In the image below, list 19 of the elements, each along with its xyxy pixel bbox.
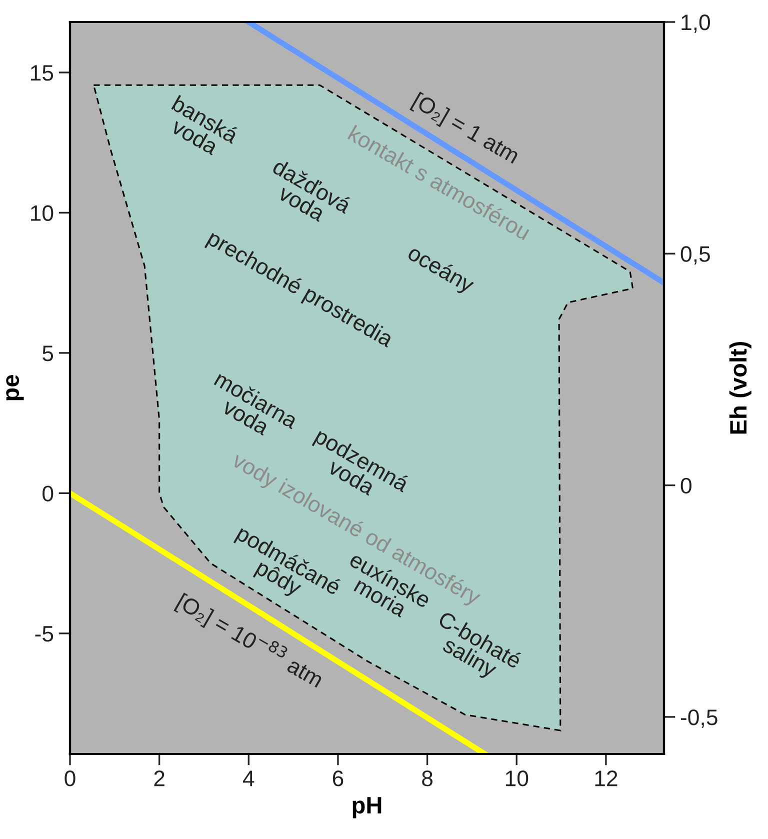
y-tick-label: 0 bbox=[42, 486, 54, 502]
y-tick-label: 10 bbox=[31, 205, 54, 221]
y2-tick-label: 0,5 bbox=[680, 246, 710, 265]
y-axis-title: pe bbox=[6, 375, 24, 400]
y2-tick-label: 1,0 bbox=[682, 14, 710, 33]
x-tick-label: 0 bbox=[64, 770, 76, 786]
x-tick-label: 10 bbox=[506, 770, 528, 786]
y2-tick-label: -0,5 bbox=[680, 709, 718, 728]
x-tick-label: 2 bbox=[154, 770, 164, 786]
y-tick-label: 15 bbox=[31, 65, 54, 81]
x-tick-label: 6 bbox=[332, 770, 344, 786]
x-axis-title: pH bbox=[352, 797, 382, 818]
y-tick-label: -5 bbox=[35, 626, 54, 642]
x-tick-label: 4 bbox=[242, 770, 254, 786]
x-tick-label: 8 bbox=[422, 770, 433, 786]
x-tick-label: 12 bbox=[595, 770, 618, 786]
y2-axis-title: Eh (volt) bbox=[729, 342, 752, 434]
y2-tick-label: 0 bbox=[680, 478, 692, 494]
y-tick-label: 5 bbox=[42, 346, 54, 362]
